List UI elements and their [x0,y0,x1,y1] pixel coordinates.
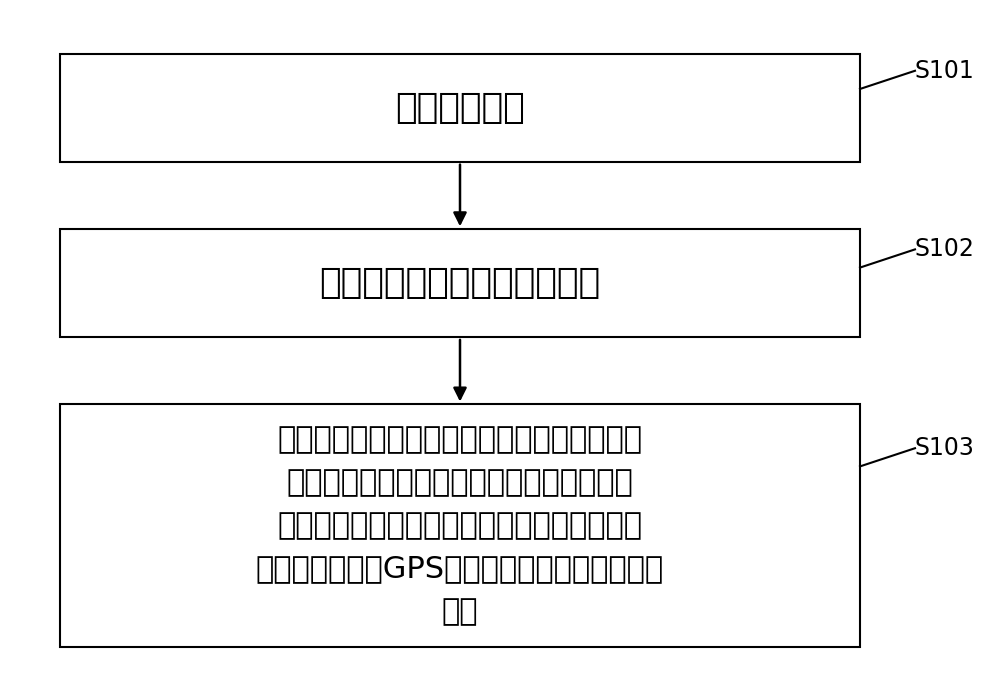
Text: S103: S103 [915,436,975,460]
Text: 当窄带物联网通信状态为空闲态，且当窄带物
联网通信中的空闲间隔大于或等于预设阈值
时，将定位时间片插入窄带物联网通信中的空
闲间隔中以控制GPS数据处理模块获取: 当窄带物联网通信状态为空闲态，且当窄带物 联网通信中的空闲间隔大于或等于预设阈值… [256,425,664,626]
Text: S101: S101 [915,59,975,83]
Bar [60,404,860,647]
Text: 接收定位请求: 接收定位请求 [395,91,525,125]
Text: 将定位请求分解为定位时间片: 将定位请求分解为定位时间片 [319,266,601,300]
Bar [60,229,860,337]
Bar [60,54,860,162]
Text: S102: S102 [915,237,975,262]
